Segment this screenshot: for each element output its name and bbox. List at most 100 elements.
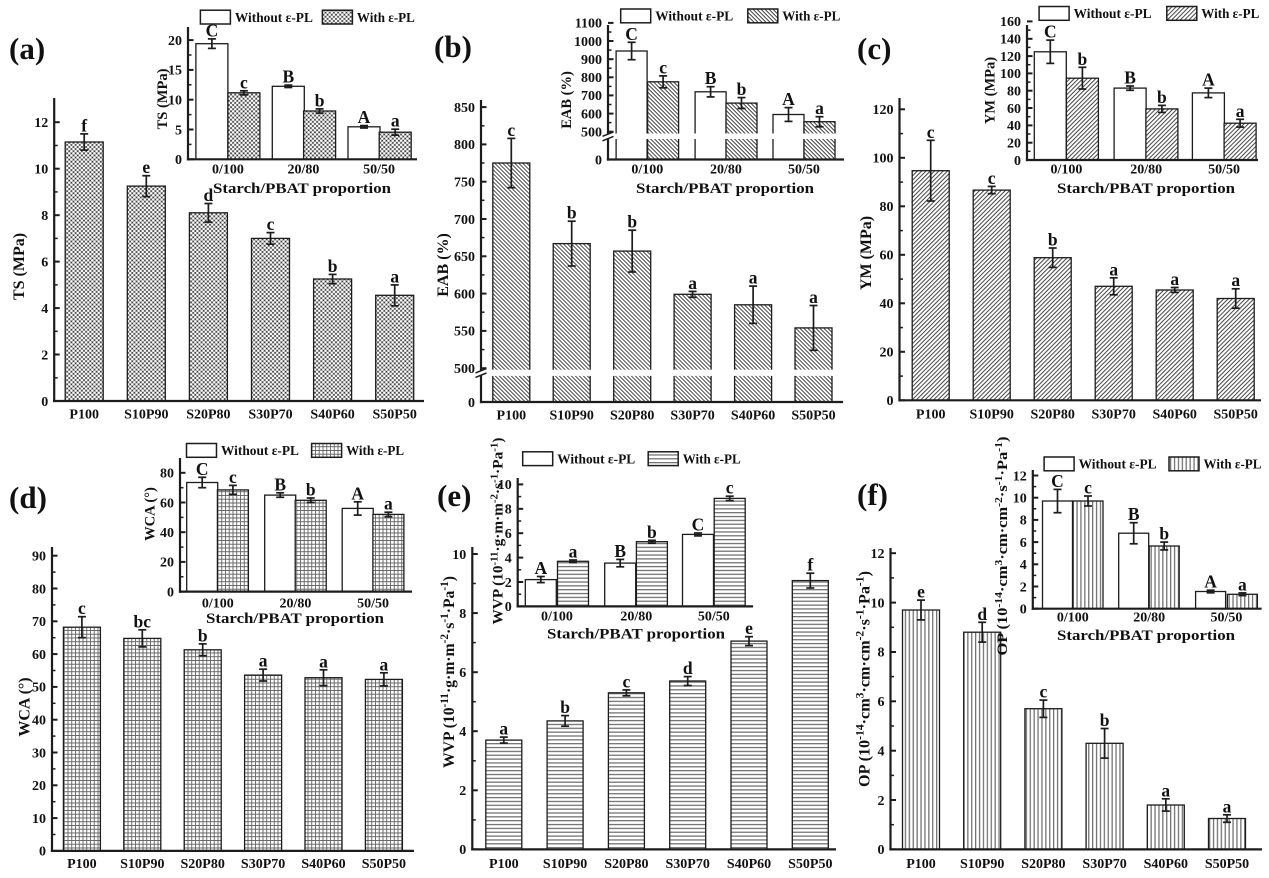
svg-text:S20P80: S20P80 [1021, 857, 1065, 872]
svg-text:B: B [705, 68, 717, 88]
svg-text:b: b [560, 697, 570, 717]
svg-text:Without ε-PL: Without ε-PL [557, 453, 635, 468]
svg-text:WVP (10-11·g·m·m-2·s-1·Pa-1): WVP (10-11·g·m·m-2·s-1·Pa-1) [439, 576, 458, 768]
svg-text:With ε-PL: With ε-PL [683, 453, 741, 468]
svg-text:S40P60: S40P60 [727, 857, 771, 872]
svg-text:60: 60 [32, 648, 46, 663]
svg-text:A: A [534, 558, 547, 578]
svg-text:a: a [1109, 259, 1118, 279]
svg-text:a: a [390, 266, 399, 286]
svg-text:20: 20 [168, 34, 182, 49]
svg-text:a: a [1238, 574, 1247, 594]
svg-text:Without ε-PL: Without ε-PL [1074, 7, 1152, 22]
svg-text:a: a [1170, 269, 1179, 289]
svg-text:60: 60 [160, 496, 174, 511]
svg-text:Without ε-PL: Without ε-PL [221, 444, 299, 459]
svg-text:A: A [358, 107, 371, 127]
svg-text:6: 6 [878, 695, 885, 710]
svg-text:B: B [282, 67, 294, 87]
svg-text:2: 2 [41, 348, 48, 363]
svg-text:10: 10 [498, 478, 512, 493]
svg-text:b: b [627, 212, 637, 232]
svg-text:(c): (c) [857, 31, 891, 66]
svg-text:10: 10 [168, 94, 182, 109]
svg-text:20: 20 [32, 779, 46, 794]
svg-text:d: d [204, 185, 214, 205]
svg-text:1100: 1100 [575, 17, 602, 32]
svg-text:2: 2 [505, 576, 512, 591]
svg-text:2: 2 [459, 784, 466, 799]
svg-text:30: 30 [32, 746, 46, 761]
svg-text:500: 500 [581, 126, 602, 141]
svg-text:Starch/PBAT proportion: Starch/PBAT proportion [213, 181, 392, 197]
svg-text:20: 20 [160, 556, 174, 571]
svg-text:a: a [688, 273, 697, 293]
svg-text:b: b [1100, 710, 1110, 730]
svg-text:a: a [809, 287, 818, 307]
svg-text:750: 750 [454, 176, 475, 191]
svg-text:c: c [1084, 478, 1092, 498]
svg-text:a: a [384, 494, 393, 514]
svg-text:a: a [1223, 796, 1232, 816]
svg-text:C: C [692, 515, 705, 535]
svg-text:0/100: 0/100 [1050, 163, 1082, 178]
svg-text:e: e [142, 157, 150, 177]
svg-text:S10P90: S10P90 [543, 857, 587, 872]
svg-text:800: 800 [454, 138, 475, 153]
svg-text:f: f [807, 555, 813, 575]
svg-text:80: 80 [160, 467, 174, 482]
svg-text:70: 70 [32, 615, 46, 630]
svg-text:c: c [229, 467, 237, 487]
svg-text:50/50: 50/50 [698, 610, 730, 625]
svg-text:(b): (b) [434, 29, 472, 64]
svg-text:S50P50: S50P50 [788, 857, 832, 872]
svg-text:20: 20 [880, 346, 894, 361]
svg-text:S50P50: S50P50 [1214, 407, 1258, 422]
svg-text:c: c [240, 72, 248, 92]
svg-text:0: 0 [167, 585, 174, 600]
svg-text:(a): (a) [9, 31, 45, 66]
svg-text:50/50: 50/50 [357, 597, 389, 612]
svg-text:0: 0 [878, 843, 885, 858]
svg-text:b: b [315, 90, 325, 110]
svg-text:C: C [1044, 22, 1057, 42]
svg-text:6: 6 [459, 666, 466, 681]
svg-text:WCA (°): WCA (°) [143, 487, 159, 541]
svg-text:20/80: 20/80 [288, 163, 320, 178]
svg-text:d: d [683, 658, 693, 678]
svg-text:S40P60: S40P60 [1153, 407, 1197, 422]
svg-text:600: 600 [581, 107, 602, 122]
svg-text:10: 10 [871, 596, 885, 611]
svg-text:b: b [1048, 230, 1058, 250]
svg-text:With ε-PL: With ε-PL [346, 444, 404, 459]
svg-text:With ε-PL: With ε-PL [1201, 7, 1259, 22]
svg-text:a: a [259, 651, 268, 671]
svg-text:8: 8 [878, 646, 885, 661]
svg-text:140: 140 [1000, 33, 1021, 48]
svg-text:a: a [319, 651, 328, 671]
svg-text:20/80: 20/80 [710, 163, 742, 178]
svg-text:4: 4 [41, 302, 48, 317]
svg-text:C: C [196, 459, 209, 479]
svg-text:Without ε-PL: Without ε-PL [235, 11, 313, 26]
svg-text:12: 12 [871, 547, 885, 562]
svg-text:S40P60: S40P60 [1144, 857, 1188, 872]
svg-text:B: B [1124, 68, 1136, 88]
svg-text:b: b [198, 625, 208, 645]
svg-text:e: e [745, 618, 753, 638]
svg-text:700: 700 [581, 89, 602, 104]
svg-text:100: 100 [873, 152, 894, 167]
svg-text:Starch/PBAT proportion: Starch/PBAT proportion [206, 611, 385, 627]
svg-text:20/80: 20/80 [620, 610, 652, 625]
svg-text:Starch/PBAT proportion: Starch/PBAT proportion [1057, 628, 1236, 644]
svg-text:A: A [351, 483, 364, 503]
svg-text:B: B [614, 541, 626, 561]
svg-text:c: c [927, 122, 935, 142]
svg-text:40: 40 [1007, 119, 1021, 134]
svg-text:P100: P100 [916, 407, 946, 422]
svg-text:50/50: 50/50 [363, 163, 395, 178]
svg-text:80: 80 [880, 200, 894, 215]
svg-text:120: 120 [1000, 50, 1021, 65]
svg-text:Without ε-PL: Without ε-PL [655, 10, 733, 25]
svg-text:S20P80: S20P80 [604, 857, 648, 872]
